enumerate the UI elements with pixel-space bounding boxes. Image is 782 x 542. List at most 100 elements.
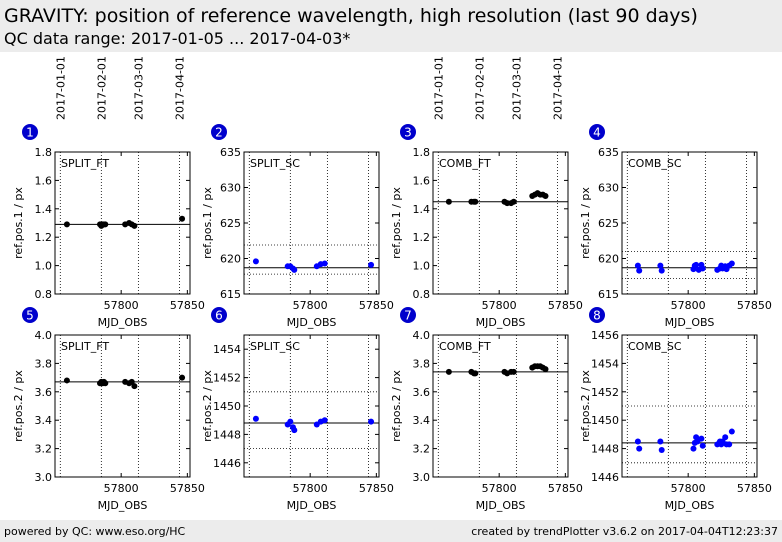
x-tick-label: 57850: [170, 299, 205, 312]
data-point: [510, 368, 517, 375]
y-axis-label: ref.pos.2 / px: [12, 370, 25, 442]
panel-number: 6: [215, 309, 223, 323]
header-bar: [0, 0, 782, 52]
panel-number-badge: [400, 124, 416, 140]
panel-number: 7: [404, 309, 412, 323]
data-point: [291, 266, 298, 273]
panel-5: 3.0 3.2 3.4 3.6 3.8 4.0 57800 57850 MJD_OBS ref.p…: [12, 307, 205, 512]
y-tick-label: 3.4: [35, 414, 53, 427]
data-point: [726, 441, 733, 448]
panel-number: 1: [26, 126, 34, 140]
x-axis-label: MJD_OBS: [476, 499, 526, 512]
x-axis-label: MJD_OBS: [98, 316, 148, 329]
panel-number-badge: [400, 307, 416, 323]
plot-frame: [432, 151, 569, 295]
y-tick-label: 630: [220, 182, 241, 195]
data-point: [287, 418, 294, 425]
plot-frame: [432, 334, 569, 478]
data-point: [63, 221, 70, 228]
y-tick-label: 1448: [213, 428, 241, 441]
panel-3: 0.8 1.0 1.2 1.4 1.6 1.8 57800 57850 MJD_OBS ref.p…: [390, 124, 583, 329]
plot-frame: [54, 151, 191, 295]
y-tick-label: 3.2: [35, 443, 53, 456]
y-tick-label: 1452: [591, 386, 619, 399]
data-point: [542, 193, 549, 200]
y-tick-label: 1446: [213, 457, 241, 470]
x-tick-label: 57800: [482, 299, 517, 312]
x-axis-label: MJD_OBS: [665, 499, 715, 512]
plot-frame: [243, 334, 380, 478]
plot-frame: [54, 334, 191, 478]
y-tick-label: 1448: [591, 443, 619, 456]
y-tick-label: 1446: [591, 471, 619, 484]
x-tick-label: 57850: [548, 299, 583, 312]
data-point: [690, 445, 697, 452]
x-tick-label: 57850: [548, 482, 583, 495]
y-tick-label: 1450: [213, 400, 241, 413]
page-subtitle: QC data range: 2017-01-05 ... 2017-04-03…: [4, 29, 351, 48]
y-tick-label: 4.0: [35, 329, 53, 342]
y-tick-label: 635: [220, 146, 241, 159]
y-tick-label: 1.2: [35, 231, 53, 244]
data-point: [636, 445, 643, 452]
panel-number: 8: [593, 309, 601, 323]
y-tick-label: 635: [598, 146, 619, 159]
panel-number: 5: [26, 309, 34, 323]
y-tick-label: 1.6: [413, 174, 431, 187]
x-tick-label: 57800: [293, 482, 328, 495]
y-tick-label: 1.8: [413, 146, 431, 159]
panel-label: COMB_FT: [439, 340, 491, 353]
y-tick-label: 1.6: [35, 174, 53, 187]
data-point: [368, 261, 375, 268]
data-point: [472, 370, 479, 377]
data-point: [728, 260, 735, 267]
y-tick-label: 3.6: [35, 386, 53, 399]
x-tick-label: 57850: [170, 482, 205, 495]
data-point: [658, 267, 665, 274]
y-tick-label: 1456: [591, 329, 619, 342]
data-point: [179, 215, 186, 222]
data-point: [445, 368, 452, 375]
data-point: [728, 428, 735, 435]
y-axis-label: ref.pos.2 / px: [201, 370, 214, 442]
panel-2: 615 620 625 630 635 57800 57850 MJD_OBS ref.pos.…: [201, 124, 394, 329]
top-date-label: 2017-03-01: [132, 56, 145, 120]
data-point: [321, 260, 328, 267]
y-tick-label: 620: [598, 253, 619, 266]
top-date-label: 2017-04-01: [173, 56, 186, 120]
y-axis-label: ref.pos.1 / px: [201, 187, 214, 259]
y-tick-label: 3.6: [413, 386, 431, 399]
panel-number-badge: [589, 307, 605, 323]
top-date-label: 2017-03-01: [510, 56, 523, 120]
y-tick-label: 630: [598, 182, 619, 195]
plot-frame: [621, 334, 758, 478]
x-tick-label: 57800: [293, 299, 328, 312]
data-point: [722, 434, 729, 441]
y-axis-label: ref.pos.2 / px: [390, 370, 403, 442]
x-tick-label: 57850: [737, 299, 772, 312]
y-tick-label: 1.8: [35, 146, 53, 159]
panel-number: 4: [593, 126, 601, 140]
footer-created-by: created by trendPlotter v3.6.2 on 2017-0…: [471, 525, 778, 538]
data-point: [658, 447, 665, 454]
top-date-label: 2017-01-01: [432, 56, 445, 120]
panel-number-badge: [211, 307, 227, 323]
data-point: [321, 417, 328, 424]
y-axis-label: ref.pos.2 / px: [579, 370, 592, 442]
data-point: [368, 418, 375, 425]
data-point: [634, 438, 641, 445]
data-point: [102, 380, 109, 387]
panel-label: COMB_SC: [628, 157, 682, 170]
y-tick-label: 625: [598, 217, 619, 230]
y-tick-label: 3.2: [413, 443, 431, 456]
x-axis-label: MJD_OBS: [287, 499, 337, 512]
y-tick-label: 1454: [591, 357, 619, 370]
footer-bar: [0, 520, 782, 542]
data-point: [657, 438, 664, 445]
data-point: [291, 427, 298, 434]
x-tick-label: 57800: [671, 482, 706, 495]
panel-label: COMB_FT: [439, 157, 491, 170]
data-point: [698, 435, 705, 442]
y-tick-label: 3.8: [35, 357, 53, 370]
